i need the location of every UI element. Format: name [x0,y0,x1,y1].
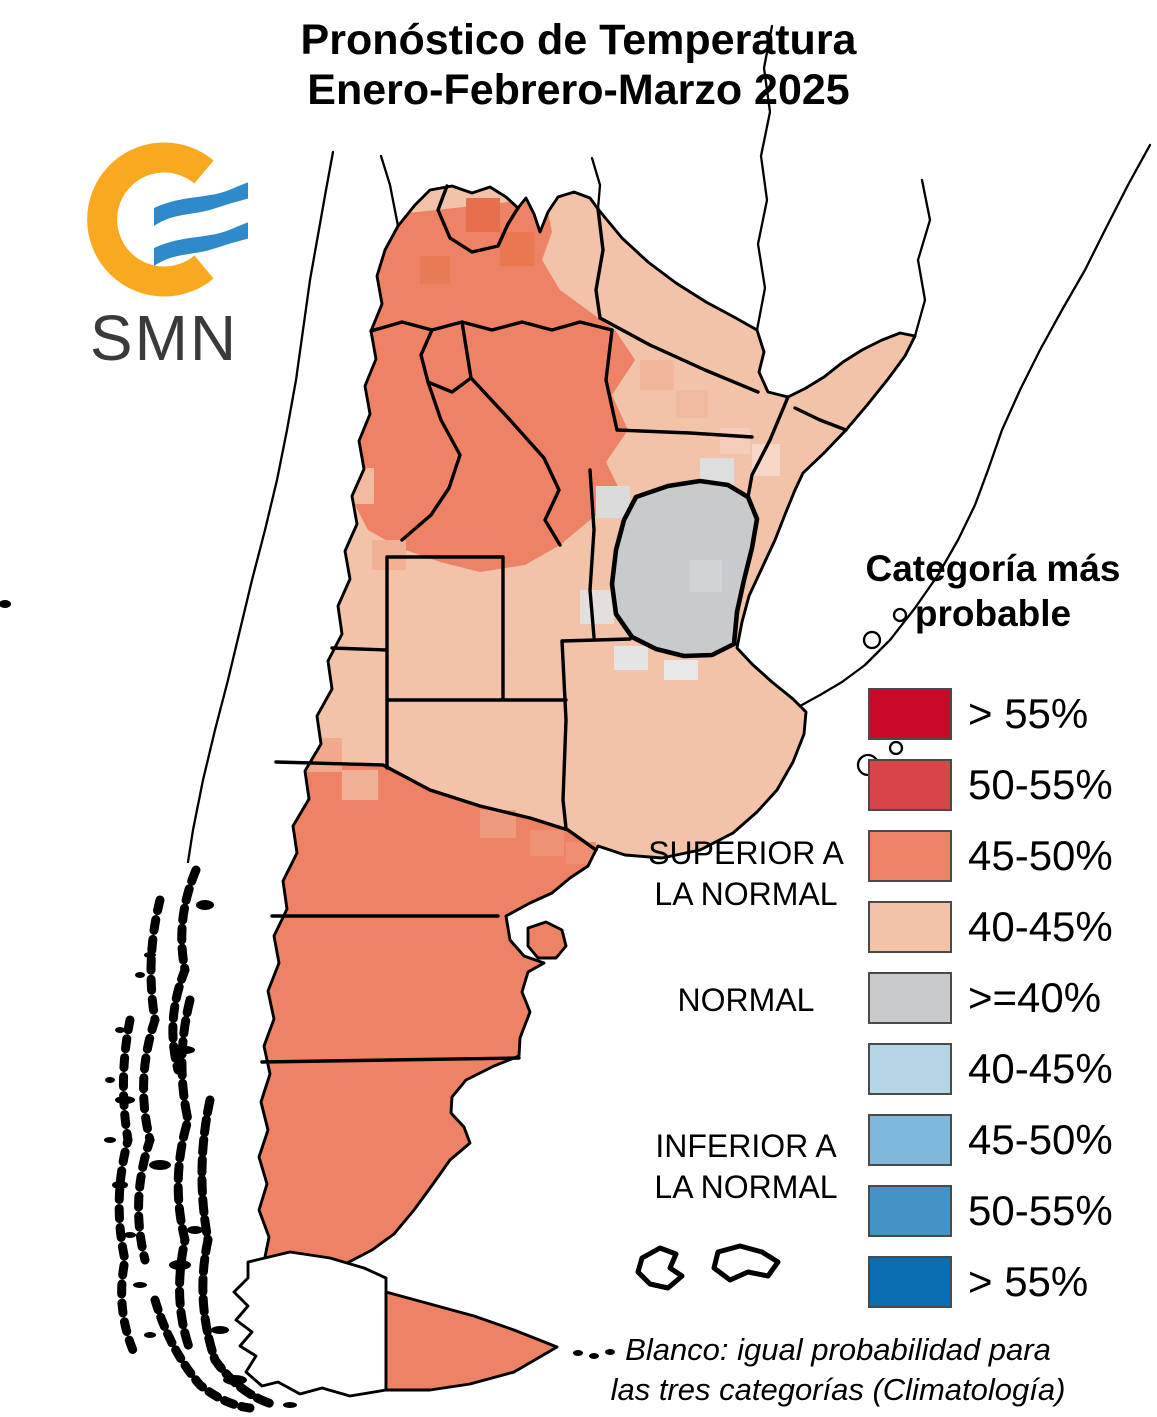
page-title-line1: Pronóstico de Temperatura [300,16,857,64]
legend-item: >=40% [868,972,1113,1024]
legend-swatch [868,1256,952,1308]
climatology-note: Blanco: igual probabilidad para las tres… [548,1330,1128,1411]
mosaic-cells [300,198,780,864]
legend-item: 50-55% [868,1185,1113,1237]
page-title-line2: Enero-Febrero-Marzo 2025 [307,65,850,114]
parana-river-border [913,178,932,338]
mosaic-cell-gray [690,560,722,592]
region-normal-entre-rios [612,481,757,656]
legend-label: >=40% [968,974,1102,1021]
legend-items: > 55% 50-55% 45-50% 40-45% >=40% 40-45% 45-50%… [868,688,1113,1308]
uruguay-lagoon [862,630,882,650]
valdes-peninsula [526,920,568,960]
legend-swatch [868,759,952,811]
legend-group-normal: NORMAL [677,982,815,1018]
legend-swatch [868,1114,952,1166]
tierra-del-fuego-argentina [384,1290,559,1392]
climatology-note-line1: Blanco: igual probabilidad para [625,1332,1051,1367]
legend-item: 40-45% [868,901,1113,953]
pacific-island [0,600,11,608]
paraguay-west-border [590,156,602,211]
neighbor-country-borders [0,24,1152,864]
page-title: Pronóstico de Temperatura Enero-Febrero-… [0,16,1157,116]
legend-label: 40-45% [968,903,1113,950]
legend-label: 40-45% [968,1045,1113,1092]
legend-swatch [868,1185,952,1237]
legend-label: > 55% [968,1258,1089,1305]
smn-logo: SMN [87,142,248,374]
argentina-outline [257,184,917,1290]
legend-title: Categoría más probable [828,546,1157,636]
uruguay-lagoon [888,740,904,756]
paraguay-river-border [755,24,774,332]
legend-item: 40-45% [868,1043,1113,1095]
legend-label: 45-50% [968,832,1113,879]
chilean-fjords [104,865,297,1413]
province-borders [260,184,848,1064]
legend-label: 50-55% [968,761,1113,808]
entre-rios-border [609,478,760,659]
legend-item: > 55% [868,1256,1113,1308]
smn-logo-text: SMN [90,302,238,374]
region-northwest [355,198,635,572]
legend-swatch [868,972,952,1024]
falkland-islands [635,1243,781,1291]
legend-title-line1: Categoría más [865,548,1121,589]
isla-de-los-estados [573,1349,615,1359]
smn-logo-ring [87,142,214,297]
legend-swatch [868,1043,952,1095]
legend-item: 50-55% [868,759,1113,811]
legend-swatch [868,688,952,740]
legend-group-inferior: INFERIOR A LA NORMAL [654,1128,838,1205]
legend-item: 45-50% [868,1114,1113,1166]
chile-pacific-coastline [186,150,335,864]
legend-group-superior: SUPERIOR A LA NORMAL [648,835,844,912]
brazil-uruguay-coastline [798,143,1152,708]
legend-item: > 55% [868,688,1113,740]
legend-label: 45-50% [968,1116,1113,1163]
climatology-note-line2: las tres categorías (Climatología) [610,1372,1066,1408]
tierra-del-fuego-chile [232,1250,388,1398]
legend-swatch [868,901,952,953]
legend-title-line2: probable [914,593,1072,635]
legend-swatch [868,830,952,882]
smn-logo-waves [154,182,248,266]
legend-item: 45-50% [868,830,1113,882]
legend-label: 50-55% [968,1187,1113,1234]
uruguay-lagoon [892,607,908,623]
legend-label: > 55% [968,690,1089,737]
bolivia-border [379,154,400,228]
